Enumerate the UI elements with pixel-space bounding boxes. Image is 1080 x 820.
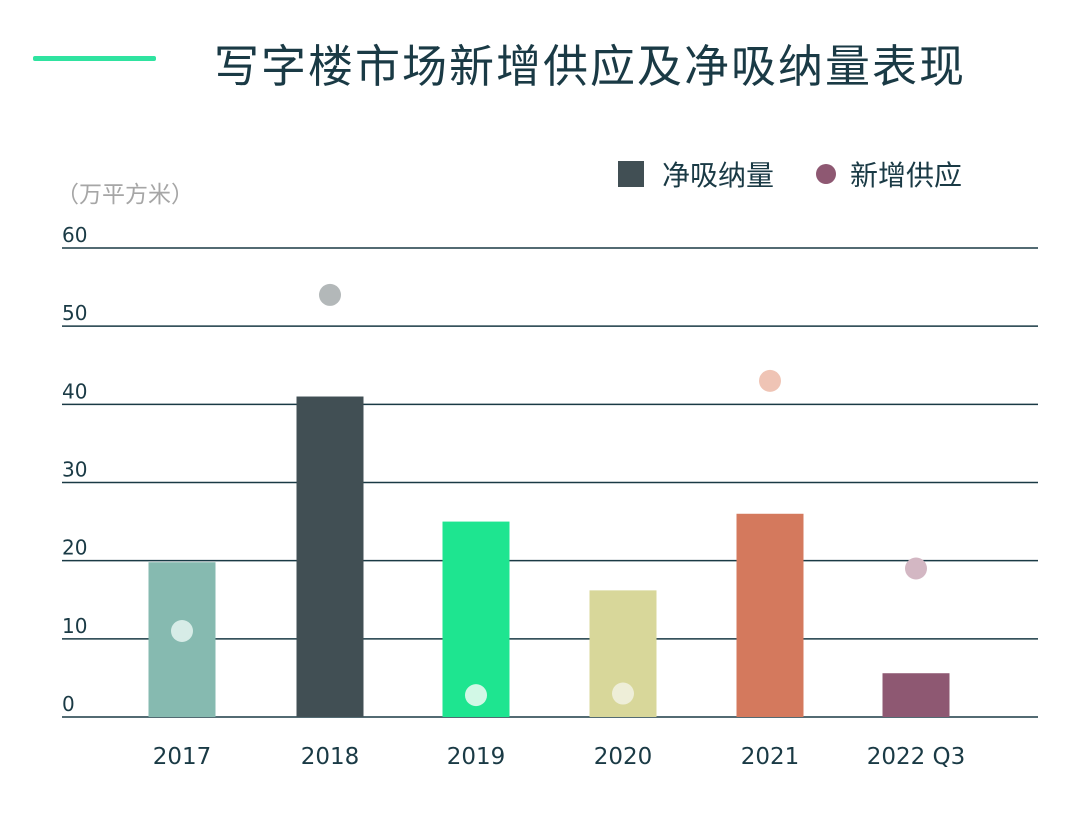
legend-dot-icon [816,164,837,184]
y-tick-label: 40 [62,379,87,403]
x-tick-label: 2018 [301,744,360,770]
y-tick-label: 0 [62,692,75,716]
bar-net-absorption-2022-Q3 [882,673,950,717]
y-tick-label: 50 [62,301,87,325]
x-tick-label: 2019 [447,744,506,770]
dot-new-supply-2017 [171,620,193,643]
bar-net-absorption-2018 [296,396,364,717]
legend-item-net-absorption: 净吸纳量 [618,154,774,194]
title-accent-line [33,56,156,61]
dot-new-supply-2021 [759,369,781,392]
legend-label-net-absorption: 净吸纳量 [662,159,775,192]
dot-new-supply-2019 [465,684,487,707]
chart-title: 写字楼市场新增供应及净吸纳量表现 [214,40,967,93]
x-tick-label: 2020 [594,744,653,770]
legend-square-icon [618,161,644,187]
x-tick-label: 2022 Q3 [867,744,966,770]
y-tick-label: 60 [62,223,87,247]
legend-item-new-supply: 新增供应 [774,154,962,194]
x-tick-label: 2017 [153,744,212,770]
bar-net-absorption-2021 [736,513,804,717]
y-axis-unit-label: （万平方米） [56,182,194,208]
y-tick-label: 10 [62,614,87,638]
dot-new-supply-2018 [319,283,341,306]
y-tick-label: 20 [62,536,87,560]
chart-legend: 净吸纳量 新增供应 [618,154,962,194]
x-tick-label: 2021 [741,744,800,770]
dot-new-supply-2022-Q3 [905,557,927,580]
dot-new-supply-2020 [612,682,634,705]
legend-label-new-supply: 新增供应 [850,159,963,192]
y-tick-label: 30 [62,458,87,482]
